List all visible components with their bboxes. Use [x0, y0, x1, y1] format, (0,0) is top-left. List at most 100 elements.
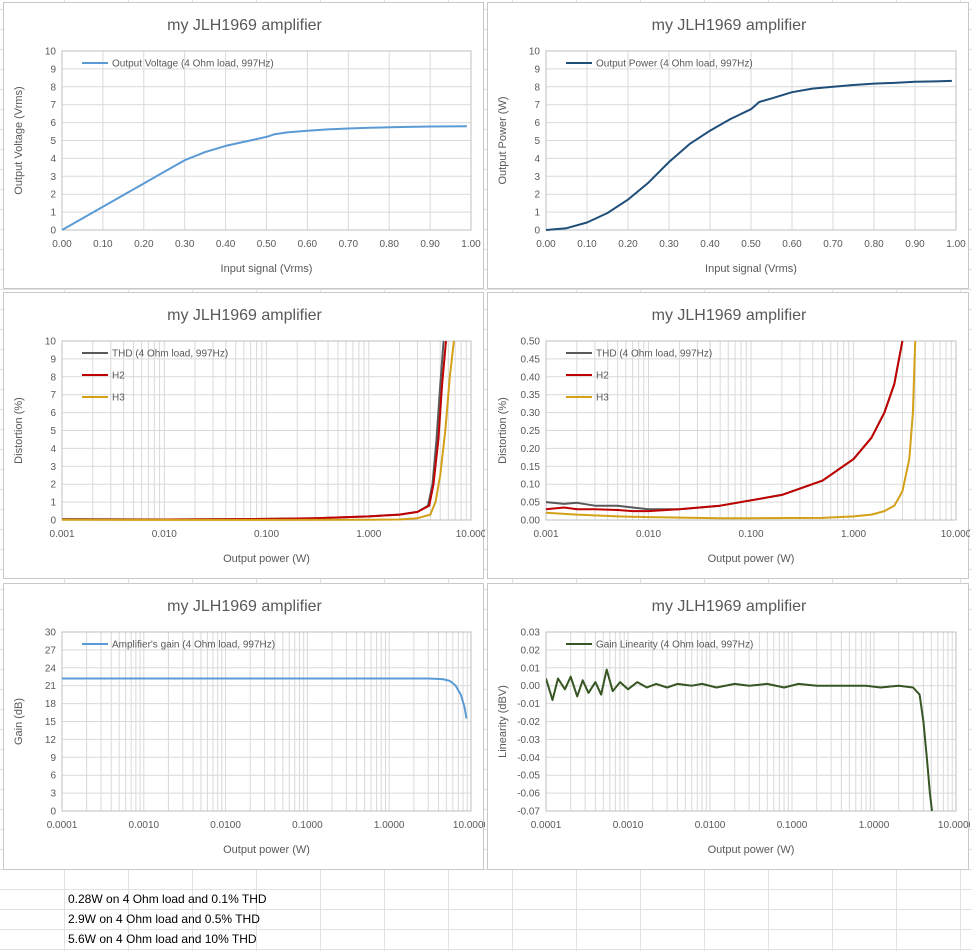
- legend-entry: Gain Linearity (4 Ohm load, 997Hz): [596, 640, 753, 651]
- y-tick-label: 0.02: [521, 645, 541, 656]
- x-axis-title: Input signal (Vrms): [221, 263, 313, 275]
- x-tick-label: 0.0100: [695, 820, 726, 831]
- x-tick-label: 0.90: [905, 239, 925, 250]
- legend-entry: Amplifier's gain (4 Ohm load, 997Hz): [112, 640, 275, 651]
- y-tick-label: 0.30: [521, 408, 541, 419]
- x-tick-label: 0.30: [659, 239, 679, 250]
- chart-output-power-plot: my JLH1969 amplifier 0 1 2 3 4 5 6 7 8 9 10 0.00 0.10…: [497, 17, 966, 275]
- series-line-0: [546, 79, 952, 231]
- legend-entry: THD (4 Ohm load, 997Hz): [596, 349, 712, 360]
- x-tick-label: 10.0000: [453, 820, 485, 831]
- legend-entry: H2: [112, 371, 125, 382]
- x-tick-label: 0.100: [738, 529, 763, 540]
- x-tick-label: 0.40: [700, 239, 720, 250]
- plot-area-border: [545, 631, 957, 812]
- y-tick-label: -0.04: [517, 753, 540, 764]
- x-axis-title: Input signal (Vrms): [705, 263, 797, 275]
- x-tick-label: 0.70: [823, 239, 843, 250]
- note-line-2: 2.9W on 4 Ohm load and 0.5% THD: [68, 912, 260, 926]
- y-tick-label: 8: [50, 82, 56, 93]
- chart-title: my JLH1969 amplifier: [652, 307, 807, 324]
- chart-title: my JLH1969 amplifier: [652, 17, 807, 34]
- x-tick-label: 1.0000: [374, 820, 405, 831]
- y-tick-label: -0.06: [517, 789, 540, 800]
- y-tick-label: 21: [45, 681, 57, 692]
- legend-entry: H3: [596, 393, 609, 404]
- x-tick-label: 10.000: [941, 529, 970, 540]
- y-tick-label: 9: [534, 64, 540, 75]
- y-tick-label: 7: [534, 100, 540, 111]
- chart-gain-linearity[interactable]: my JLH1969 amplifier -0.07 -0.06 -0.05 -0.04…: [487, 583, 970, 870]
- y-tick-label: 0.00: [521, 681, 541, 692]
- x-tick-label: 1.00: [946, 239, 966, 250]
- x-tick-label: 0.70: [339, 239, 359, 250]
- y-axis-title: Linearity (dBV): [497, 685, 509, 758]
- x-tick-label: 0.0010: [129, 820, 160, 831]
- y-tick-label: -0.01: [517, 699, 540, 710]
- y-tick-label: 0.01: [521, 663, 541, 674]
- y-tick-label: 1: [534, 208, 540, 219]
- y-tick-label: 0.20: [521, 444, 541, 455]
- y-tick-label: -0.03: [517, 735, 540, 746]
- x-tick-label: 0.010: [152, 529, 177, 540]
- x-tick-label: 0.50: [741, 239, 761, 250]
- y-tick-label: 2: [50, 190, 56, 201]
- y-tick-label: 0.03: [521, 628, 541, 639]
- y-axis-title: Distortion (%): [13, 397, 25, 464]
- y-tick-label: 6: [534, 118, 540, 129]
- legend-entry: H2: [596, 371, 609, 382]
- x-tick-label: 0.001: [49, 529, 74, 540]
- y-tick-label: 9: [50, 354, 56, 365]
- chart-title: my JLH1969 amplifier: [167, 17, 322, 34]
- series-line-0: [546, 668, 933, 812]
- y-tick-label: 2: [50, 480, 56, 491]
- y-tick-label: 3: [50, 789, 56, 800]
- x-tick-label: 0.40: [216, 239, 236, 250]
- y-tick-label: 0.15: [521, 462, 541, 473]
- x-tick-label: 0.0001: [47, 820, 78, 831]
- x-tick-label: 0.00: [52, 239, 72, 250]
- series-line-2: [62, 340, 455, 521]
- y-tick-label: 10: [529, 47, 541, 58]
- chart-distortion-zoom[interactable]: my JLH1969 amplifier 0.00 0.05 0.10 0.15 0.20…: [487, 292, 970, 579]
- y-tick-label: 5: [534, 136, 540, 147]
- y-tick-label: 0.40: [521, 372, 541, 383]
- chart-title: my JLH1969 amplifier: [167, 598, 322, 615]
- legend-entry: THD (4 Ohm load, 997Hz): [112, 349, 228, 360]
- plot-area-border: [545, 50, 957, 231]
- y-tick-label: 5: [50, 426, 56, 437]
- y-tick-label: 2: [534, 190, 540, 201]
- y-tick-label: 8: [534, 82, 540, 93]
- chart-title: my JLH1969 amplifier: [652, 598, 807, 615]
- y-tick-label: 1: [50, 208, 56, 219]
- x-tick-label: 1.0000: [859, 820, 890, 831]
- x-tick-label: 10.000: [456, 529, 485, 540]
- x-tick-label: 0.0100: [210, 820, 241, 831]
- y-axis-title: Output Power (W): [497, 96, 509, 184]
- y-tick-label: 0.45: [521, 354, 541, 365]
- chart-output-voltage-plot: my JLH1969 amplifier 0 1 2 3 4 5 6 7 8 9 10 0.00 0.10…: [13, 17, 481, 275]
- y-axis-title: Gain (dB): [13, 698, 25, 745]
- x-tick-label: 10.0000: [938, 820, 970, 831]
- x-tick-label: 0.1000: [292, 820, 323, 831]
- series-line-0: [62, 677, 468, 719]
- chart-gain[interactable]: my JLH1969 amplifier 0 3 6 9 12 15 18 21 24 27 30 0.…: [3, 583, 485, 870]
- x-tick-label: 0.90: [420, 239, 440, 250]
- chart-output-voltage[interactable]: my JLH1969 amplifier 0 1 2 3 4 5 6 7 8 9 10 0.00 0.10…: [3, 2, 484, 289]
- y-tick-label: 0: [50, 226, 56, 237]
- x-tick-label: 1.000: [356, 529, 381, 540]
- y-axis-title: Output Voltage (Vrms): [13, 86, 25, 194]
- x-tick-label: 0.10: [93, 239, 113, 250]
- y-tick-label: 6: [50, 408, 56, 419]
- x-tick-label: 0.00: [536, 239, 556, 250]
- chart-distortion-full[interactable]: my JLH1969 amplifier 0 1 2 3 4 5 6 7 8 9 10 0.001 0.0…: [3, 292, 485, 579]
- note-line-1: 0.28W on 4 Ohm load and 0.1% THD: [68, 892, 267, 906]
- x-tick-label: 0.10: [577, 239, 597, 250]
- y-tick-label: 5: [50, 136, 56, 147]
- y-tick-label: 10: [45, 47, 57, 58]
- plot-area-border: [61, 50, 472, 231]
- y-tick-label: 8: [50, 372, 56, 383]
- chart-output-power[interactable]: my JLH1969 amplifier 0 1 2 3 4 5 6 7 8 9 10 0.00 0.10…: [487, 2, 969, 289]
- chart-distortion-full-plot: my JLH1969 amplifier 0 1 2 3 4 5 6 7 8 9 10 0.001 0.0…: [13, 307, 485, 565]
- y-tick-label: 30: [45, 628, 57, 639]
